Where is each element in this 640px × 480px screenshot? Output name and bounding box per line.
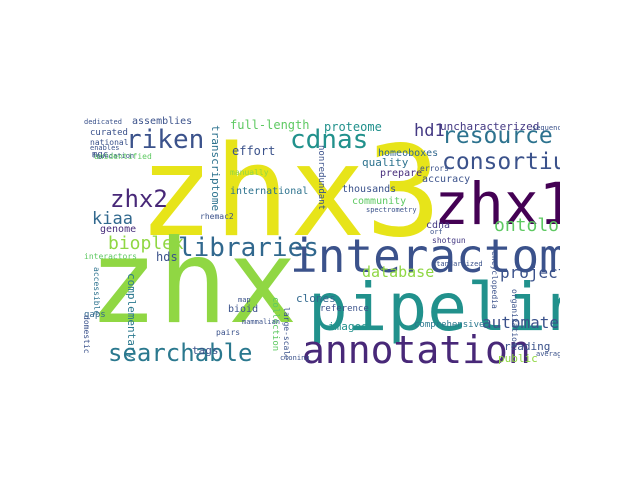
cloud-word-zhx3: zhx3 bbox=[138, 118, 442, 265]
cloud-word-standardized: standardized bbox=[432, 260, 483, 268]
cloud-word-errors: errors bbox=[420, 164, 449, 173]
cloud-word-tags: tags bbox=[192, 344, 219, 357]
cloud-word-images: images bbox=[328, 320, 368, 333]
cloud-word-cdna: cdna bbox=[426, 220, 451, 231]
cloud-word-domestic: domestic bbox=[82, 315, 91, 354]
cloud-word-homeoboxes: homeoboxes bbox=[378, 148, 439, 159]
cloud-word-ontology: ontology bbox=[494, 215, 560, 236]
cloud-word-large-scale: large-scale bbox=[282, 307, 291, 360]
cloud-word-prepare: prepare bbox=[380, 168, 423, 179]
cloud-word-spectrometry: spectrometry bbox=[366, 206, 417, 214]
cloud-word-interactors: interactors bbox=[84, 252, 137, 261]
cloud-word-bioplex: bioplex bbox=[108, 233, 184, 254]
word-cloud: zhx3 zhx pipeline zhx1 interactome annot… bbox=[80, 107, 560, 371]
cloud-word-hd1: hd1 bbox=[414, 121, 445, 141]
cloud-word-effort: effort bbox=[232, 144, 276, 158]
cloud-word-organization: organization bbox=[510, 289, 519, 347]
cloud-word-public: public bbox=[498, 352, 538, 365]
cloud-word-bioid: bioid bbox=[228, 304, 259, 315]
cloud-word-uncharacterized: uncharacterized bbox=[440, 120, 540, 133]
cloud-word-comprehensive: comprehensive bbox=[414, 320, 485, 330]
cloud-word-hds: hds bbox=[156, 250, 178, 264]
cloud-word-zhx: zhx bbox=[88, 215, 298, 350]
cloud-word-map: map bbox=[238, 296, 251, 304]
cloud-word-pairs: pairs bbox=[216, 328, 241, 337]
cloud-word-zhx2: zhx2 bbox=[110, 185, 168, 213]
cloud-word-reference: reference bbox=[320, 304, 369, 314]
cloud-word-nonredundant: nonredundant bbox=[316, 145, 326, 211]
cloud-word-full-length: full-length bbox=[230, 118, 310, 132]
cloud-word-encyclopedia: encyclopedia bbox=[490, 251, 499, 309]
cloud-word-manually: manually bbox=[230, 168, 269, 177]
cloud-word-mgc: mgc bbox=[92, 150, 109, 160]
cloud-word-searchable: searchable bbox=[108, 339, 253, 367]
cloud-word-curated: curated bbox=[90, 128, 128, 138]
cloud-word-assemblies: assemblies bbox=[132, 116, 193, 127]
cloud-word-gaps: gaps bbox=[84, 310, 106, 320]
cloud-word-international: international bbox=[230, 186, 309, 197]
cloud-word-transcriptome: transcriptome bbox=[209, 125, 222, 212]
cloud-word-riken: riken bbox=[126, 125, 205, 155]
cloud-word-quality: quality bbox=[362, 156, 409, 169]
cloud-word-libraries: libraries bbox=[178, 233, 319, 263]
cloud-word-accessible: accessible bbox=[92, 267, 101, 316]
cloud-word-orf: orf bbox=[430, 228, 443, 236]
cloud-word-mammalian: mammalian bbox=[242, 318, 280, 326]
cloud-word-accuracy: accuracy bbox=[422, 174, 471, 185]
cloud-word-zhx1: zhx1 bbox=[434, 170, 560, 238]
cloud-word-community: community bbox=[352, 196, 407, 207]
cloud-word-enables: enables bbox=[90, 144, 120, 152]
cloud-word-unidentified: unidentified bbox=[94, 152, 152, 161]
cloud-word-database: database bbox=[362, 263, 435, 281]
cloud-word-national: national bbox=[90, 138, 129, 147]
cloud-word-annotation: annotation bbox=[302, 328, 531, 371]
cloud-word-average: average bbox=[536, 350, 560, 358]
cloud-word-resource: resource bbox=[442, 123, 553, 149]
cloud-word-interactome: interactome bbox=[290, 229, 560, 283]
cloud-word-cdnas: cdnas bbox=[290, 125, 369, 155]
cloud-word-collection: collection bbox=[270, 297, 280, 352]
cloud-word-dedicated: dedicated bbox=[84, 118, 122, 126]
cloud-word-shotgun: shotgun bbox=[432, 236, 466, 245]
cloud-word-clones: clones bbox=[296, 292, 336, 305]
cloud-word-kiaa: kiaa bbox=[92, 209, 133, 229]
cloud-word-cloning: cloning bbox=[280, 354, 310, 362]
cloud-word-pipeline: pipeline bbox=[308, 269, 560, 346]
cloud-word-consortium: consortium bbox=[442, 149, 560, 175]
cloud-word-foundation: foundation bbox=[92, 152, 135, 160]
cloud-word-rhemac2: rhemac2 bbox=[200, 212, 234, 221]
cloud-word-complementary: complementary bbox=[125, 273, 138, 360]
cloud-word-thousands: thousands bbox=[342, 184, 397, 195]
cloud-word-reading: reading bbox=[504, 340, 551, 353]
cloud-word-genome: genome bbox=[100, 224, 137, 235]
cloud-word-project: project bbox=[500, 263, 560, 282]
cloud-word-proteome: proteome bbox=[324, 120, 382, 134]
cloud-word-sequenced: sequenced bbox=[532, 124, 560, 132]
